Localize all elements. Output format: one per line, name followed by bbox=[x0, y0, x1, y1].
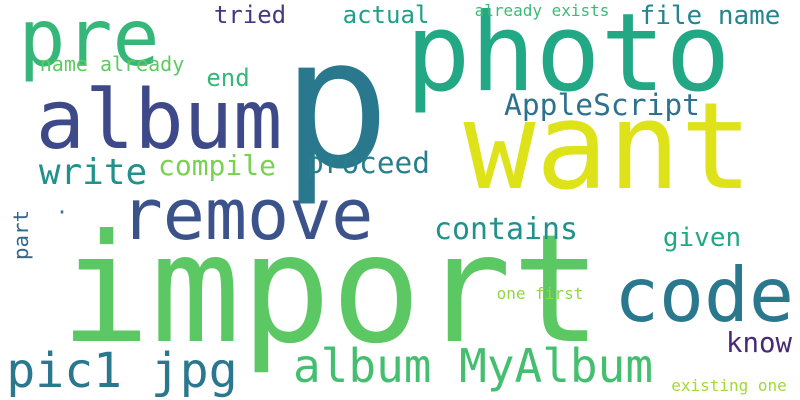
word-know: know bbox=[726, 330, 792, 357]
word-album-myalbum: album MyAlbum bbox=[293, 343, 653, 389]
word-actual: actual bbox=[343, 3, 430, 27]
word-proceed: proceed bbox=[306, 149, 430, 178]
word-remove: remove bbox=[121, 180, 374, 250]
word-existing-one: existing one bbox=[671, 378, 787, 394]
word-given: given bbox=[663, 225, 741, 251]
word-write: write bbox=[39, 155, 147, 191]
word-code: code bbox=[614, 259, 794, 334]
word-tried: tried bbox=[214, 3, 286, 27]
word-name-already: name already bbox=[40, 54, 185, 74]
word-part: part bbox=[11, 210, 32, 260]
word-pic1-jpg: pic1 jpg bbox=[6, 347, 237, 395]
word-compile: compile bbox=[158, 152, 276, 180]
word-contains: contains bbox=[434, 215, 578, 245]
word-applescript: AppleScript bbox=[504, 91, 700, 121]
word-dot: · bbox=[56, 202, 68, 222]
word-one-first: one first bbox=[497, 286, 584, 302]
word-end: end bbox=[206, 66, 249, 90]
word-already-exists: already exists bbox=[475, 3, 610, 19]
word-file-name: file name bbox=[640, 3, 781, 29]
